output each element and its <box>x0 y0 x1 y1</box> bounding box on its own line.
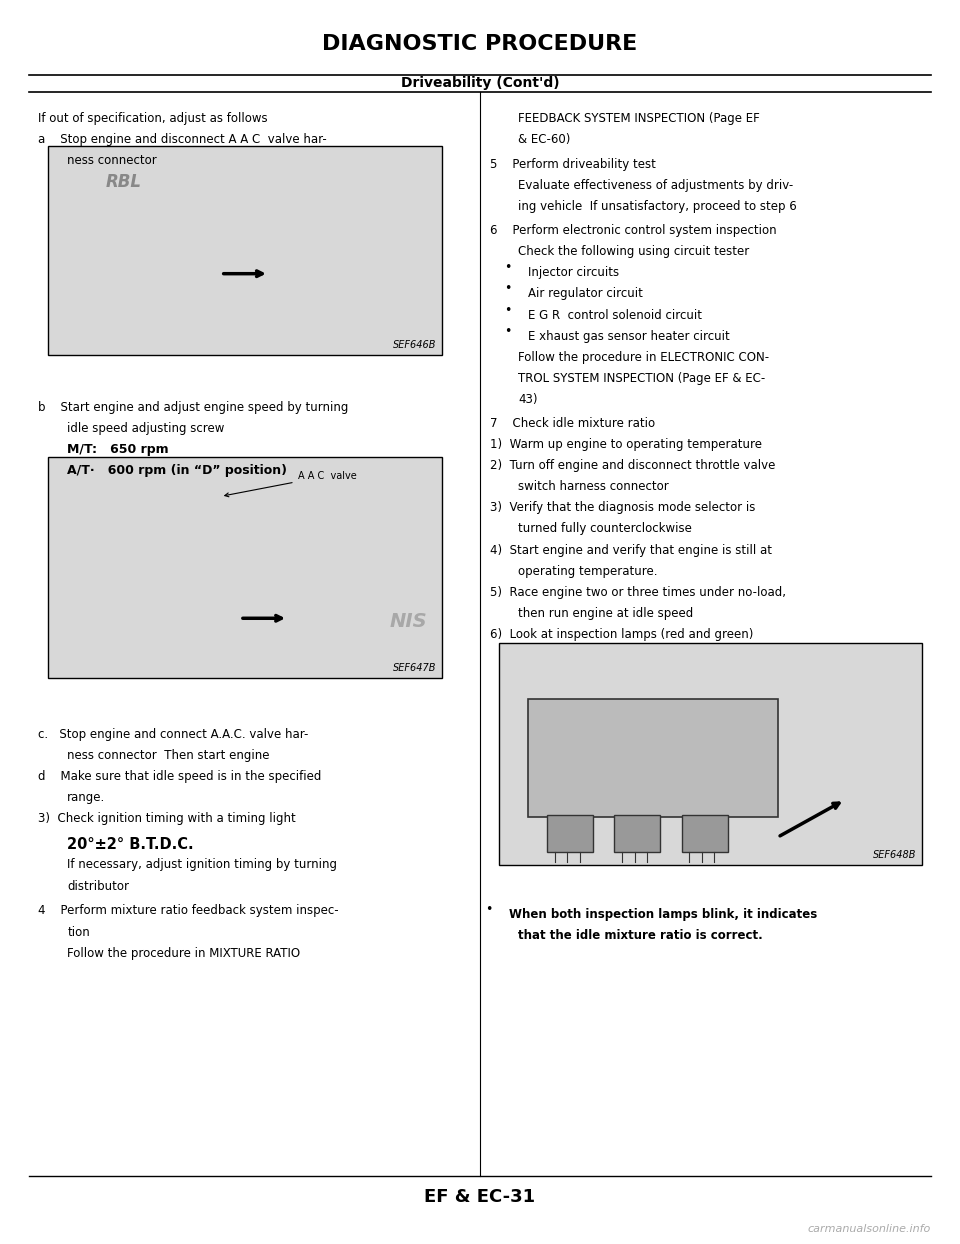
FancyBboxPatch shape <box>48 457 442 678</box>
Text: Evaluate effectiveness of adjustments by driv-: Evaluate effectiveness of adjustments by… <box>518 179 794 192</box>
Bar <box>528 699 778 817</box>
Text: c.   Stop engine and connect A.A.C. valve har-: c. Stop engine and connect A.A.C. valve … <box>38 728 309 740</box>
Text: FEEDBACK SYSTEM INSPECTION (Page EF: FEEDBACK SYSTEM INSPECTION (Page EF <box>518 112 760 124</box>
Text: operating temperature.: operating temperature. <box>518 565 658 577</box>
Text: & EC-60): & EC-60) <box>518 133 571 146</box>
Text: Follow the procedure in ELECTRONIC CON-: Follow the procedure in ELECTRONIC CON- <box>518 351 770 363</box>
Bar <box>682 815 728 852</box>
Text: When both inspection lamps blink, it indicates: When both inspection lamps blink, it ind… <box>509 908 817 921</box>
Text: •: • <box>504 304 512 316</box>
Text: a    Stop engine and disconnect A A C  valve har-: a Stop engine and disconnect A A C valve… <box>38 133 327 146</box>
Text: Driveability (Cont'd): Driveability (Cont'd) <box>400 76 560 91</box>
Text: M/T:   650 rpm: M/T: 650 rpm <box>67 443 169 455</box>
Text: TROL SYSTEM INSPECTION (Page EF & EC-: TROL SYSTEM INSPECTION (Page EF & EC- <box>518 372 766 384</box>
Text: 7    Check idle mixture ratio: 7 Check idle mixture ratio <box>490 417 655 429</box>
Text: DIAGNOSTIC PROCEDURE: DIAGNOSTIC PROCEDURE <box>323 34 637 53</box>
Text: 5    Perform driveability test: 5 Perform driveability test <box>490 158 656 170</box>
Text: Air regulator circuit: Air regulator circuit <box>528 287 643 300</box>
Text: b    Start engine and adjust engine speed by turning: b Start engine and adjust engine speed b… <box>38 401 348 413</box>
Text: range.: range. <box>67 791 106 804</box>
Text: 43): 43) <box>518 393 538 406</box>
Text: distributor: distributor <box>67 880 130 892</box>
Text: d    Make sure that idle speed is in the specified: d Make sure that idle speed is in the sp… <box>38 770 322 782</box>
Text: •: • <box>485 903 492 916</box>
Text: 20°±2° B.T.D.C.: 20°±2° B.T.D.C. <box>67 837 194 852</box>
Text: •: • <box>504 325 512 337</box>
Text: •: • <box>504 261 512 274</box>
Text: E xhaust gas sensor heater circuit: E xhaust gas sensor heater circuit <box>528 330 730 342</box>
Text: that the idle mixture ratio is correct.: that the idle mixture ratio is correct. <box>518 929 763 942</box>
Text: SEF647B: SEF647B <box>394 663 437 673</box>
Text: 6)  Look at inspection lamps (red and green): 6) Look at inspection lamps (red and gre… <box>490 628 753 641</box>
Text: turned fully counterclockwise: turned fully counterclockwise <box>518 522 692 535</box>
Text: 6    Perform electronic control system inspection: 6 Perform electronic control system insp… <box>490 224 777 236</box>
Text: EF & EC-31: EF & EC-31 <box>424 1188 536 1205</box>
Text: then run engine at idle speed: then run engine at idle speed <box>518 607 694 620</box>
Text: If necessary, adjust ignition timing by turning: If necessary, adjust ignition timing by … <box>67 858 337 871</box>
Text: Injector circuits: Injector circuits <box>528 266 619 279</box>
Text: switch harness connector: switch harness connector <box>518 480 669 493</box>
Text: 1)  Warm up engine to operating temperature: 1) Warm up engine to operating temperatu… <box>490 438 761 450</box>
Text: E G R  control solenoid circuit: E G R control solenoid circuit <box>528 309 702 321</box>
Text: idle speed adjusting screw: idle speed adjusting screw <box>67 422 225 434</box>
FancyBboxPatch shape <box>48 146 442 355</box>
Text: If out of specification, adjust as follows: If out of specification, adjust as follo… <box>38 112 268 124</box>
Text: A/T·   600 rpm (in “D” position): A/T· 600 rpm (in “D” position) <box>67 464 287 476</box>
Text: 4)  Start engine and verify that engine is still at: 4) Start engine and verify that engine i… <box>490 544 772 556</box>
Text: 3)  Check ignition timing with a timing light: 3) Check ignition timing with a timing l… <box>38 812 296 825</box>
Text: 5)  Race engine two or three times under no-load,: 5) Race engine two or three times under … <box>490 586 785 598</box>
Text: ness connector: ness connector <box>67 154 156 167</box>
Text: ness connector  Then start engine: ness connector Then start engine <box>67 749 270 761</box>
Text: tion: tion <box>67 926 90 938</box>
Text: SEF646B: SEF646B <box>394 340 437 350</box>
FancyBboxPatch shape <box>499 643 922 865</box>
Bar <box>614 815 660 852</box>
Text: Check the following using circuit tester: Check the following using circuit tester <box>518 245 750 258</box>
Text: •: • <box>504 282 512 295</box>
Text: ing vehicle  If unsatisfactory, proceed to step 6: ing vehicle If unsatisfactory, proceed t… <box>518 200 797 213</box>
Text: 3)  Verify that the diagnosis mode selector is: 3) Verify that the diagnosis mode select… <box>490 501 755 514</box>
Text: RBL: RBL <box>106 173 142 190</box>
Text: SEF648B: SEF648B <box>874 850 917 860</box>
Text: 4    Perform mixture ratio feedback system inspec-: 4 Perform mixture ratio feedback system … <box>38 904 339 917</box>
Text: A A C  valve: A A C valve <box>225 471 356 496</box>
Text: carmanualsonline.info: carmanualsonline.info <box>808 1224 931 1234</box>
Bar <box>547 815 593 852</box>
Text: 2)  Turn off engine and disconnect throttle valve: 2) Turn off engine and disconnect thrott… <box>490 459 775 471</box>
Text: Follow the procedure in MIXTURE RATIO: Follow the procedure in MIXTURE RATIO <box>67 947 300 959</box>
Text: NIS: NIS <box>390 612 427 631</box>
